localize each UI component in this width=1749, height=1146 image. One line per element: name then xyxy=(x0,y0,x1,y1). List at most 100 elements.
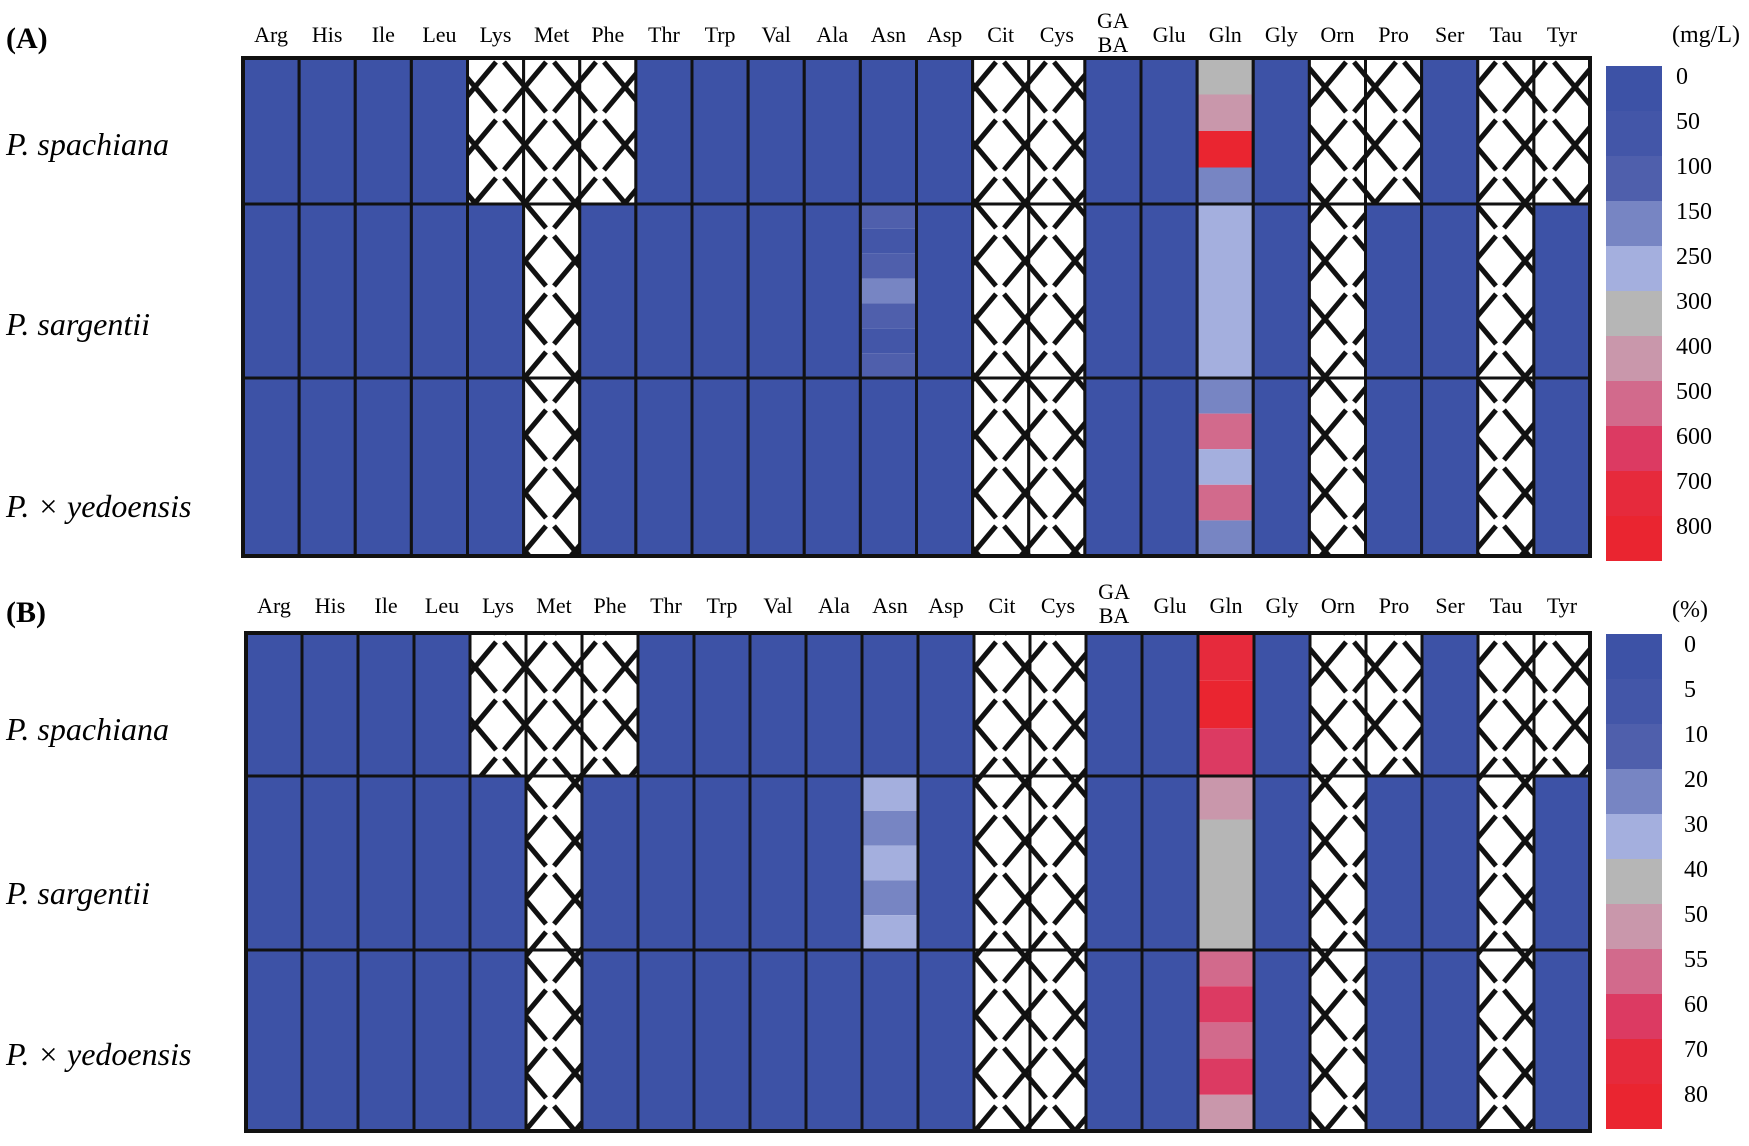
heatmap-cell xyxy=(414,776,470,950)
heatmap-cell xyxy=(358,633,414,776)
column-label: Tyr xyxy=(1547,593,1578,618)
column-label: His xyxy=(315,593,346,618)
heatmap-cell xyxy=(918,776,974,950)
heatmap-cell xyxy=(694,950,750,1131)
heatmap-cell xyxy=(1198,1058,1254,1095)
heatmap-cell xyxy=(243,378,300,556)
heatmap-cell xyxy=(918,633,974,776)
column-label: Lys xyxy=(480,22,512,47)
heatmap-cell xyxy=(1141,204,1198,378)
row-label: P. sargentii xyxy=(5,875,150,911)
column-label: GA xyxy=(1098,579,1130,604)
row-label: P. spachiana xyxy=(5,126,169,162)
legend-tick: 700 xyxy=(1676,469,1712,495)
heatmap-cell xyxy=(1197,378,1254,414)
heatmap-cell xyxy=(1533,204,1590,378)
legend-tick: 100 xyxy=(1676,154,1712,180)
column-label: Orn xyxy=(1320,22,1354,47)
heatmap-cell xyxy=(860,278,917,304)
heatmap-cell xyxy=(1197,204,1254,378)
heatmap-cell xyxy=(1197,413,1254,450)
column-label: Asn xyxy=(871,22,906,47)
heatmap-cell xyxy=(411,58,468,204)
heatmap-cell xyxy=(694,776,750,950)
heatmap-cell xyxy=(355,204,412,378)
heatmap-cell xyxy=(1197,520,1254,556)
heatmap-cell xyxy=(1422,633,1478,776)
column-label: Glu xyxy=(1153,22,1186,47)
heatmap-cell xyxy=(806,776,862,950)
legend-tick: 40 xyxy=(1684,857,1708,883)
column-label: Arg xyxy=(254,22,288,47)
heatmap-cell xyxy=(635,204,692,378)
heatmap-cell xyxy=(302,633,358,776)
cell-not-detected xyxy=(524,948,584,1133)
cell-not-detected xyxy=(1532,631,1592,778)
column-label: His xyxy=(312,22,343,47)
column-label: Lys xyxy=(482,593,514,618)
heatmap-cell xyxy=(1198,1094,1254,1131)
heatmap-cell xyxy=(246,776,302,950)
legend-swatch xyxy=(1606,66,1662,111)
heatmap-cell xyxy=(692,58,749,204)
column-label: Leu xyxy=(422,22,456,47)
column-label: Thr xyxy=(650,593,682,618)
legend-unit: (mg/L) xyxy=(1672,22,1740,48)
heatmap-cell xyxy=(638,950,694,1131)
cell-not-detected xyxy=(971,56,1031,206)
heatmap-cell xyxy=(916,204,973,378)
cell-not-detected xyxy=(522,202,582,380)
legend-swatch xyxy=(1606,426,1662,471)
cell-not-detected xyxy=(1476,631,1536,778)
cell-not-detected xyxy=(1476,774,1536,952)
heatmap-cell xyxy=(1366,776,1422,950)
legend-swatch xyxy=(1606,201,1662,246)
legend-tick: 250 xyxy=(1676,244,1712,270)
heatmap-cell xyxy=(694,633,750,776)
heatmap-cell xyxy=(302,950,358,1131)
heatmap-cell xyxy=(243,204,300,378)
heatmap-cell xyxy=(1198,950,1254,987)
column-label: Trp xyxy=(707,593,738,618)
cell-not-detected xyxy=(1028,948,1088,1133)
heatmap-cell xyxy=(1254,633,1310,776)
column-label: Tyr xyxy=(1547,22,1578,47)
cell-not-detected xyxy=(524,774,584,952)
heatmap-cell xyxy=(355,58,412,204)
heatmap-cell xyxy=(1253,204,1310,378)
cell-not-detected xyxy=(578,56,638,206)
column-label: Cit xyxy=(987,22,1014,47)
cell-not-detected xyxy=(972,774,1032,952)
column-label: Asn xyxy=(872,593,907,618)
column-label: Asp xyxy=(927,22,962,47)
heatmap-cell xyxy=(638,633,694,776)
column-label: Ser xyxy=(1435,22,1465,47)
cell-not-detected xyxy=(1027,202,1087,380)
heatmap-cell xyxy=(299,58,356,204)
heatmap-cell xyxy=(860,228,917,254)
heatmap-cell xyxy=(1254,950,1310,1131)
heatmap-cell xyxy=(860,303,917,329)
column-label: Met xyxy=(536,593,571,618)
heatmap-cell xyxy=(470,950,526,1131)
cell-not-detected xyxy=(524,631,584,778)
column-label: Gln xyxy=(1210,593,1243,618)
cell-not-detected xyxy=(522,376,582,558)
legend-swatch xyxy=(1606,246,1662,291)
heatmap-cell xyxy=(804,204,861,378)
heatmap-cell xyxy=(860,253,917,279)
row-label: P. sargentii xyxy=(5,306,150,342)
heatmap-cell xyxy=(467,378,524,556)
heatmap-cell xyxy=(1197,167,1254,204)
legend-tick: 600 xyxy=(1676,424,1712,450)
heatmap-cell xyxy=(411,378,468,556)
heatmap-cell xyxy=(1254,776,1310,950)
column-label: Cys xyxy=(1040,22,1074,47)
panel-label-b: (B) xyxy=(6,596,46,629)
heatmap-cell xyxy=(638,776,694,950)
heatmap-cell xyxy=(860,204,917,229)
column-label: Trp xyxy=(705,22,736,47)
cell-not-detected xyxy=(971,376,1031,558)
legend-tick: 50 xyxy=(1676,109,1700,135)
cell-not-detected xyxy=(1308,774,1368,952)
